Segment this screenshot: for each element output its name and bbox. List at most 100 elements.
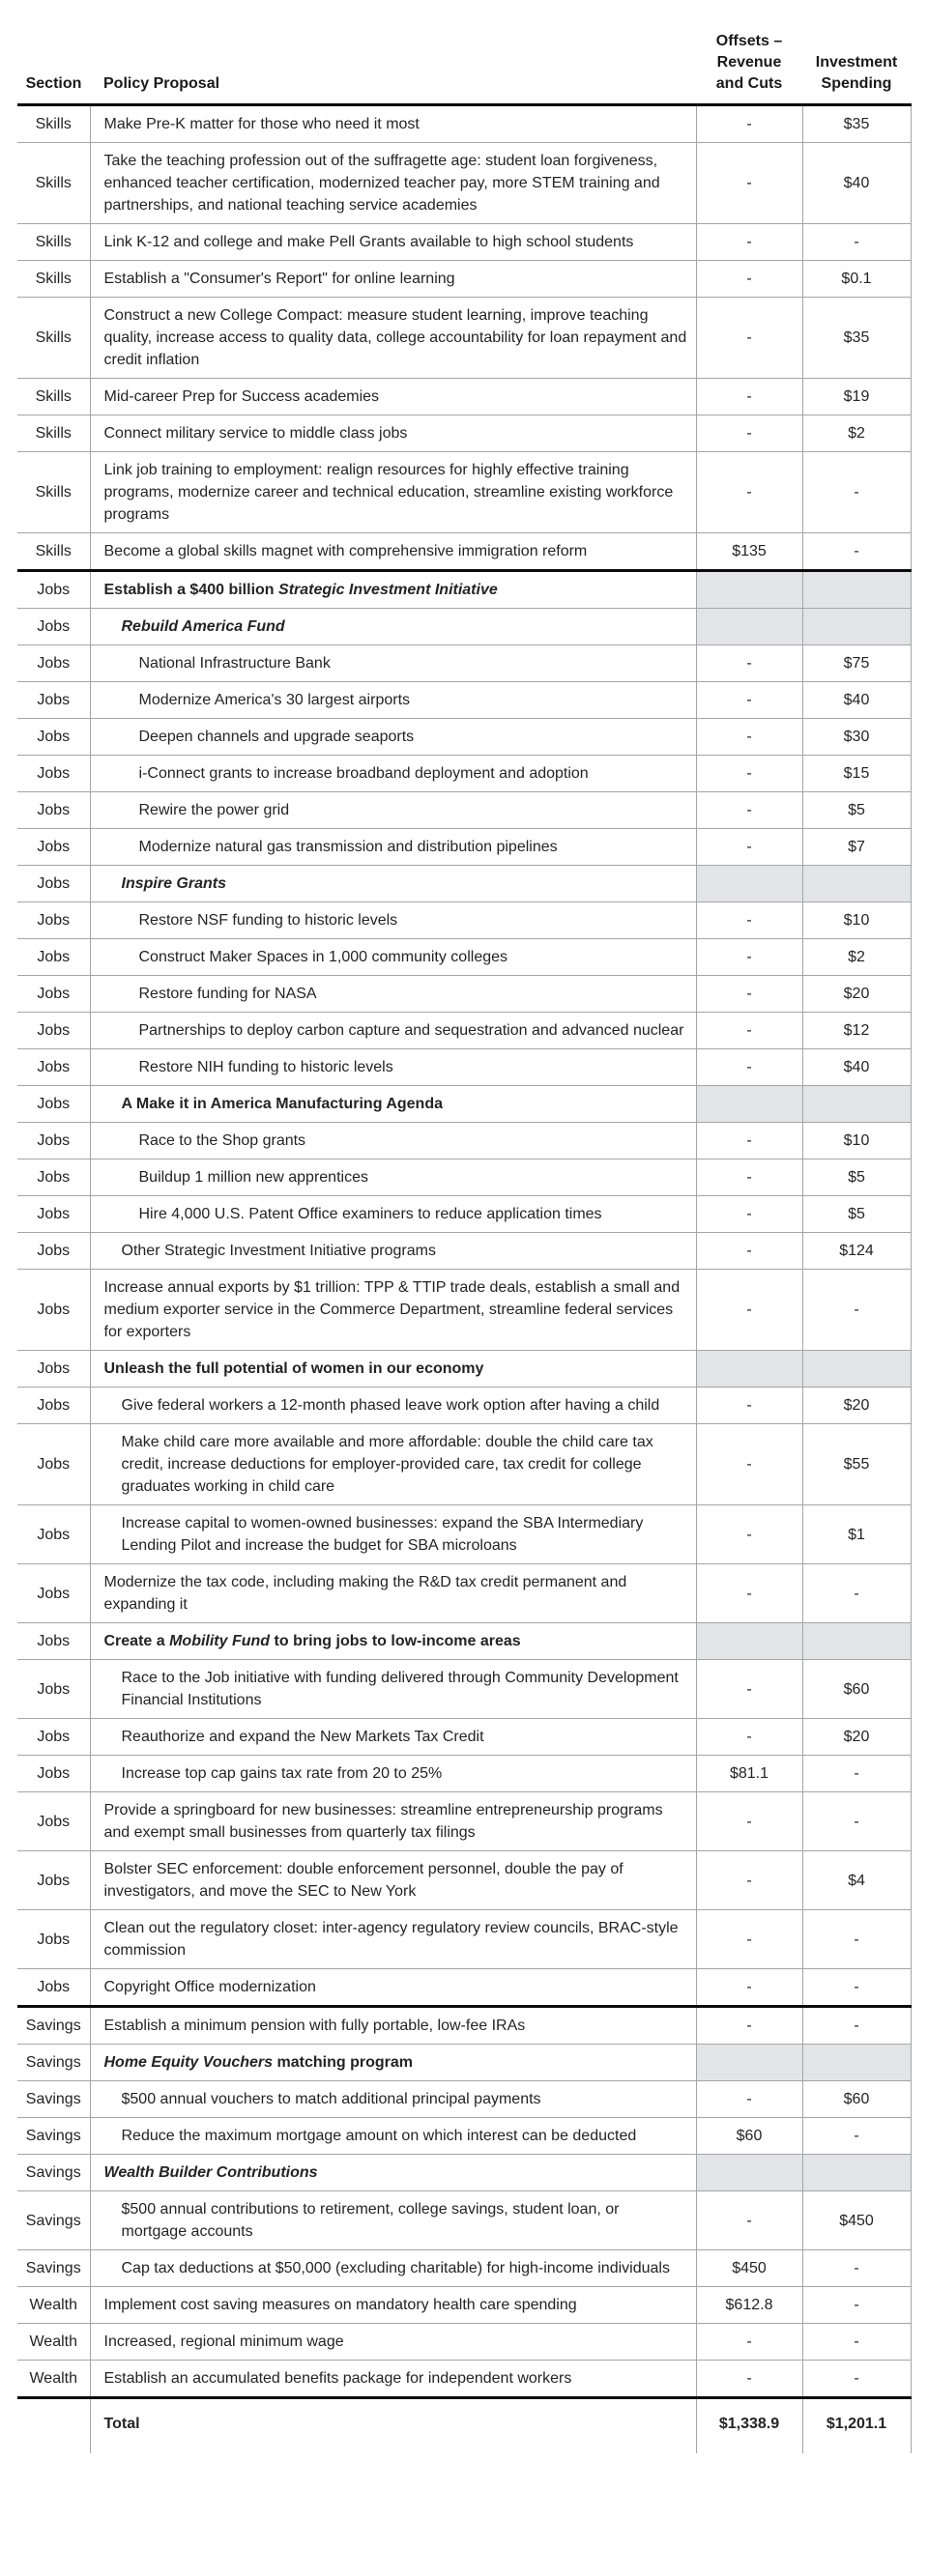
offsets-cell: -: [696, 1791, 803, 1851]
table-row: Jobs Reauthorize and expand the New Marke…: [17, 1718, 912, 1756]
section-cell: Jobs: [17, 1159, 91, 1196]
table-row: Skills Connect military service to middle…: [17, 415, 912, 452]
table-row: Jobs i-Connect grants to increase broadba…: [17, 755, 912, 792]
offsets-cell: -: [696, 223, 803, 261]
proposal-text: National Infrastructure Bank: [138, 655, 331, 672]
investment-cell: -: [802, 1755, 912, 1792]
proposal-cell: Make Pre-K matter for those who need it …: [90, 104, 697, 143]
offsets-cell: -: [696, 828, 803, 866]
column-header-section: Section: [17, 27, 90, 106]
table-row: Jobs Copyright Office modernization - -: [17, 1968, 912, 2007]
offsets-cell: -: [696, 451, 803, 533]
proposal-text: Make Pre-K matter for those who need it …: [103, 116, 420, 132]
investment-cell: $1: [802, 1504, 912, 1564]
proposal-cell: Restore NIH funding to historic levels: [90, 1048, 697, 1086]
section-cell: Wealth: [17, 2360, 91, 2398]
proposal-cell: Rewire the power grid: [90, 791, 697, 829]
table-row: Jobs Rebuild America Fund: [17, 608, 912, 645]
proposal-text: Rewire the power grid: [138, 802, 290, 818]
proposal-text: Modernize natural gas transmission and d…: [138, 839, 558, 855]
offsets-cell: -: [696, 2005, 803, 2045]
investment-cell: -: [802, 223, 912, 261]
offsets-cell: $612.8: [696, 2286, 803, 2324]
table-row: Jobs Increase annual exports by $1 trilli…: [17, 1269, 912, 1351]
table-row: Jobs Restore funding for NASA - $20: [17, 975, 912, 1013]
proposal-cell: Bolster SEC enforcement: double enforcem…: [90, 1850, 697, 1910]
proposal-text: $500 annual vouchers to match additional…: [121, 2091, 541, 2107]
proposal-text: Link job training to employment: realign…: [103, 462, 674, 523]
table-row: Jobs Modernize the tax code, including ma…: [17, 1563, 912, 1623]
section-cell: Savings: [17, 2249, 91, 2287]
proposal-cell: Cap tax deductions at $50,000 (excluding…: [90, 2249, 697, 2287]
section-cell: Jobs: [17, 1195, 91, 1233]
proposal-cell: Partnerships to deploy carbon capture an…: [90, 1012, 697, 1049]
table-row: Jobs Buildup 1 million new apprentices - $5: [17, 1159, 912, 1196]
proposal-text: Take the teaching profession out of the …: [103, 153, 660, 214]
proposal-text: Increase capital to women-owned business…: [121, 1515, 644, 1554]
proposal-text: Connect military service to middle class…: [103, 425, 408, 442]
proposal-cell: Inspire Grants: [90, 865, 697, 902]
column-header-offsets-revenue-and-cuts: Offsets – Revenue and Cuts: [696, 27, 802, 106]
proposal-cell: Construct a new College Compact: measure…: [90, 297, 697, 379]
proposal-cell: Modernize America's 30 largest airports: [90, 681, 697, 719]
investment-cell: $10: [802, 1122, 912, 1159]
proposal-text: Other Strategic Investment Initiative pr…: [121, 1243, 436, 1259]
proposal-cell: Give federal workers a 12-month phased l…: [90, 1387, 697, 1424]
offsets-cell: -: [696, 1563, 803, 1623]
section-cell: Jobs: [17, 608, 91, 645]
table-row: Jobs Make child care more available and m…: [17, 1423, 912, 1505]
table-row: Wealth Implement cost saving measures on …: [17, 2286, 912, 2324]
total-label: Total: [90, 2396, 697, 2453]
section-cell: Jobs: [17, 1423, 91, 1505]
proposal-cell: Increased, regional minimum wage: [90, 2323, 697, 2361]
section-cell: Jobs: [17, 1350, 91, 1388]
offsets-cell: $135: [696, 532, 803, 571]
section-cell: Jobs: [17, 791, 91, 829]
header-row: Section Policy Proposal Offsets – Revenu…: [17, 27, 911, 106]
investment-cell: $60: [802, 1659, 912, 1719]
section-cell: Jobs: [17, 1085, 91, 1123]
proposal-text: Become a global skills magnet with compr…: [103, 543, 588, 559]
investment-cell: [802, 1350, 912, 1388]
investment-cell: $2: [802, 938, 912, 976]
offsets-cell: -: [696, 1909, 803, 1969]
investment-cell: $40: [802, 142, 912, 224]
proposal-cell: Take the teaching profession out of the …: [90, 142, 697, 224]
investment-cell: $60: [802, 2080, 912, 2118]
investment-cell: $20: [802, 1718, 912, 1756]
offsets-cell: -: [696, 681, 803, 719]
investment-cell: $4: [802, 1850, 912, 1910]
proposal-text: Give federal workers a 12-month phased l…: [121, 1397, 660, 1414]
offsets-cell: -: [696, 718, 803, 756]
section-cell: Jobs: [17, 865, 91, 902]
investment-cell: $12: [802, 1012, 912, 1049]
proposal-text: Establish a $400 billion: [103, 582, 279, 598]
proposal-cell: Modernize the tax code, including making…: [90, 1563, 697, 1623]
table-row: Savings Cap tax deductions at $50,000 (ex…: [17, 2249, 912, 2287]
proposal-text: Mobility Fund: [169, 1633, 271, 1649]
proposal-cell: Connect military service to middle class…: [90, 415, 697, 452]
offsets-cell: -: [696, 415, 803, 452]
column-header-investment-spending: Investment Spending: [802, 27, 911, 106]
proposal-cell: Become a global skills magnet with compr…: [90, 532, 697, 571]
section-cell: Jobs: [17, 1718, 91, 1756]
proposal-text: Cap tax deductions at $50,000 (excluding…: [121, 2260, 670, 2276]
table-row: Jobs Hire 4,000 U.S. Patent Office examin…: [17, 1195, 912, 1233]
table-row: Jobs Clean out the regulatory closet: int…: [17, 1909, 912, 1969]
proposal-cell: $500 annual vouchers to match additional…: [90, 2080, 697, 2118]
proposal-cell: Race to the Shop grants: [90, 1122, 697, 1159]
proposal-cell: Increase top cap gains tax rate from 20 …: [90, 1755, 697, 1792]
section-cell: Wealth: [17, 2323, 91, 2361]
investment-cell: [802, 2154, 912, 2191]
table-row: Jobs Modernize natural gas transmission a…: [17, 828, 912, 866]
proposal-cell: Buildup 1 million new apprentices: [90, 1159, 697, 1196]
proposal-cell: $500 annual contributions to retirement,…: [90, 2190, 697, 2250]
proposal-text: Increased, regional minimum wage: [103, 2333, 344, 2350]
table-row: Jobs Rewire the power grid - $5: [17, 791, 912, 829]
investment-cell: -: [802, 1909, 912, 1969]
proposal-cell: Wealth Builder Contributions: [90, 2154, 697, 2191]
proposal-cell: Race to the Job initiative with funding …: [90, 1659, 697, 1719]
proposal-text: Restore NIH funding to historic levels: [138, 1059, 393, 1075]
proposal-text: Reauthorize and expand the New Markets T…: [121, 1729, 484, 1745]
offsets-cell: -: [696, 1659, 803, 1719]
